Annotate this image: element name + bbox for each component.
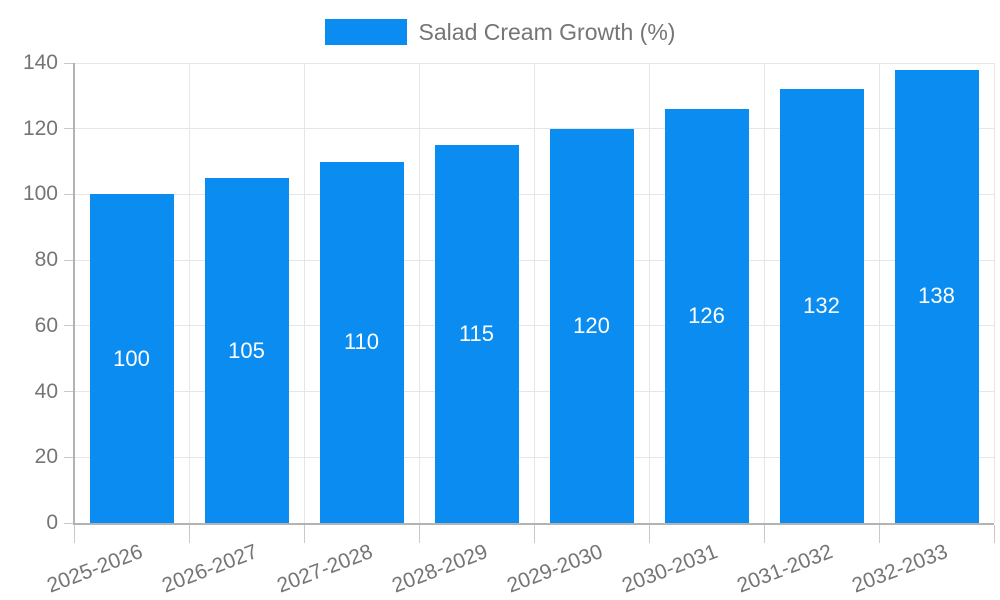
y-axis-label: 100	[22, 182, 58, 206]
y-axis-tick	[64, 325, 74, 327]
bar[interactable]: 138	[894, 69, 979, 523]
v-gridline	[533, 63, 535, 523]
legend-swatch	[324, 19, 407, 45]
x-axis-tick	[188, 525, 190, 543]
v-gridline	[993, 63, 995, 523]
v-gridline	[188, 63, 190, 523]
bar-value-label: 100	[113, 345, 150, 371]
bar-value-label: 110	[343, 329, 380, 355]
y-axis-tick	[64, 128, 74, 130]
bar-value-label: 132	[803, 293, 840, 319]
v-gridline	[303, 63, 305, 523]
legend-label: Salad Cream Growth (%)	[418, 18, 676, 45]
v-gridline	[878, 63, 880, 523]
x-axis-tick	[533, 525, 535, 543]
x-axis-line	[74, 523, 994, 525]
v-gridline	[418, 63, 420, 523]
y-axis-tick	[64, 62, 74, 64]
x-axis-tick	[303, 525, 305, 543]
v-gridline	[648, 63, 650, 523]
bar-value-label: 126	[688, 303, 725, 328]
y-axis-line	[73, 63, 75, 525]
x-axis-tick	[878, 525, 880, 543]
bar-value-label: 120	[573, 312, 610, 338]
y-axis-tick	[64, 259, 74, 261]
x-axis-tick	[993, 525, 995, 543]
bar[interactable]: 100	[89, 194, 174, 523]
y-axis-label: 40	[34, 379, 58, 403]
y-axis-tick	[64, 456, 74, 458]
y-axis-tick	[64, 193, 74, 195]
y-axis-label: 60	[34, 313, 58, 337]
y-axis-label: 80	[34, 248, 58, 272]
y-axis-label: 120	[22, 116, 58, 140]
x-axis-tick	[73, 525, 75, 543]
x-axis-tick	[648, 525, 650, 543]
x-axis-tick	[763, 525, 765, 543]
y-axis-tick	[64, 391, 74, 393]
bar[interactable]: 120	[549, 128, 634, 523]
bar[interactable]: 132	[779, 89, 864, 523]
bar-value-label: 115	[458, 321, 495, 347]
bar[interactable]: 115	[434, 145, 519, 523]
bar-value-label: 138	[918, 283, 955, 309]
legend[interactable]: Salad Cream Growth (%)	[0, 16, 1000, 48]
bar[interactable]: 126	[664, 109, 749, 523]
bar[interactable]: 110	[319, 161, 404, 523]
bar[interactable]: 105	[204, 178, 289, 523]
y-axis-label: 140	[22, 51, 58, 74]
y-axis-label: 0	[46, 511, 58, 534]
bar-value-label: 105	[228, 337, 265, 363]
x-axis-tick	[418, 525, 420, 543]
y-axis-tick	[64, 522, 74, 524]
v-gridline	[763, 63, 765, 523]
y-axis-label: 20	[34, 445, 58, 469]
